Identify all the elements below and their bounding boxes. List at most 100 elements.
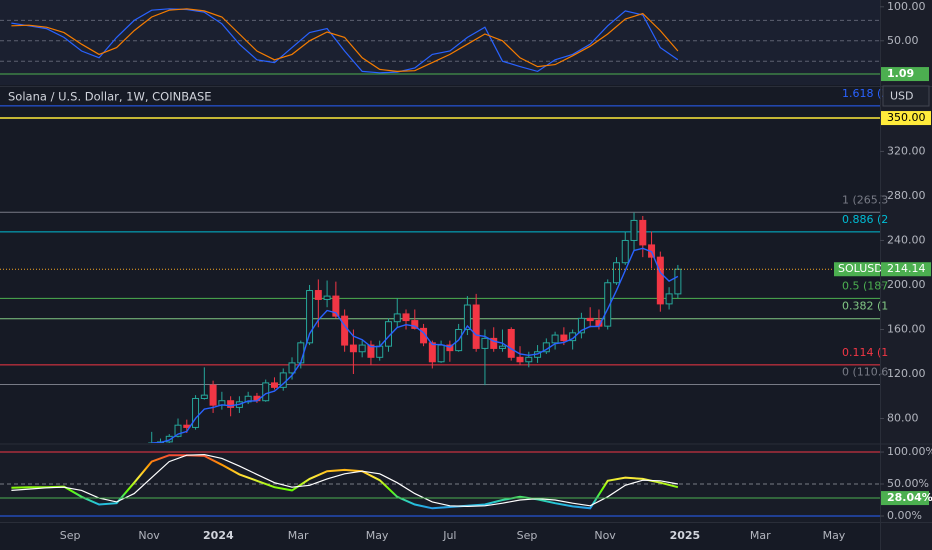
fib-label: 1 (265.3 (842, 193, 888, 206)
y-tick-label: 160.00 (887, 322, 926, 335)
candle-body (262, 382, 270, 402)
y-tick-label: 200.00 (887, 278, 926, 291)
candle-body (507, 328, 515, 358)
candle-body (270, 382, 278, 388)
candle-body (209, 384, 217, 406)
candle-body (332, 295, 340, 317)
y-tick-label: 280.00 (887, 189, 926, 202)
level-label: 350.00 (887, 111, 926, 124)
fib-label: 1.618 (3 (842, 87, 888, 100)
candle-body (621, 239, 629, 264)
candle-body (630, 219, 638, 241)
indicator-line (11, 454, 679, 510)
candle-body (349, 344, 357, 353)
marker-label: 1.09 (887, 67, 914, 80)
candle-body (428, 342, 436, 363)
currency-button[interactable] (882, 85, 930, 107)
candle-body (577, 317, 585, 334)
indicator-line (11, 8, 679, 73)
symbol-title: Solana / U.S. Dollar, 1W, COINBASE (8, 90, 212, 104)
candle-body (674, 268, 682, 295)
currency[interactable]: USD (890, 90, 914, 103)
x-tick-label: 2024 (203, 529, 234, 542)
candle-body (192, 397, 200, 428)
candles (0, 105, 880, 443)
candle-body (402, 313, 410, 322)
candle-body (227, 400, 235, 408)
y-tick-label: 120.00 (887, 367, 926, 380)
candle-body (498, 345, 506, 349)
y-tick-label: 100.00 (887, 0, 926, 13)
fib-label: 0.5 (187 (842, 279, 888, 292)
candle-body (376, 345, 384, 358)
x-tick-label: Sep (60, 529, 81, 542)
y-tick-label: 80.00 (887, 412, 919, 425)
fib-label: 0.886 (2 (842, 213, 888, 226)
candle-body (639, 219, 647, 246)
indicator (0, 8, 880, 74)
candle-body (200, 394, 208, 399)
x-tick-label: May (366, 529, 389, 542)
price-value: 214.14 (887, 262, 926, 275)
y-tick-label: 100.00% (887, 445, 932, 458)
candle-body (174, 424, 182, 437)
candle-body (446, 344, 454, 352)
price-box (881, 262, 931, 277)
y-tick-label: 320.00 (887, 144, 926, 157)
x-tick-label: Mar (288, 529, 309, 542)
main-pane (0, 88, 880, 443)
top-pane (0, 0, 880, 85)
price-name-box (834, 262, 880, 277)
x-tick-label: Nov (594, 529, 616, 542)
candle-body (411, 320, 419, 329)
indicator (0, 451, 880, 517)
candle-body (612, 262, 620, 284)
indicator-line (151, 247, 679, 443)
candle-body (525, 356, 533, 363)
fib-label: 0.114 (1 (842, 346, 888, 359)
level-box (881, 111, 931, 126)
y-tick-label: 0.00% (887, 509, 922, 522)
marker-box (881, 491, 929, 506)
indicator-line (11, 453, 679, 508)
candle-body (437, 344, 445, 363)
candle-body (358, 344, 366, 353)
x-tick-label: 2025 (670, 529, 701, 542)
y-tick-label: 50.00 (887, 34, 919, 47)
candle-body (244, 395, 252, 403)
candle-body (586, 317, 594, 322)
candle-body (323, 295, 331, 300)
candle-body (656, 256, 664, 305)
marker-label: 28.04% (887, 491, 932, 504)
candle-body (604, 282, 612, 327)
price-name: SOLUSD (838, 262, 883, 275)
fib-label: 0 (110.6 (842, 365, 888, 378)
marker-box (881, 67, 929, 82)
x-tick-label: May (823, 529, 846, 542)
candle-body (165, 435, 173, 443)
candle-body (393, 313, 401, 323)
x-tick-label: Nov (138, 529, 160, 542)
y-tick-label: 240.00 (887, 233, 926, 246)
candle-body (367, 344, 375, 358)
candle-body (297, 342, 305, 364)
candle-body (288, 362, 296, 374)
candle-body (551, 334, 559, 344)
y-tick-label: 50.00% (887, 477, 929, 490)
candle-body (472, 304, 480, 349)
candle-body (560, 334, 568, 342)
x-tick-label: Mar (750, 529, 771, 542)
candle-body (516, 356, 524, 363)
candle-body (463, 304, 471, 330)
candle-body (481, 337, 489, 349)
candle-body (341, 315, 349, 346)
candle-body (306, 290, 314, 344)
candle-body (665, 293, 673, 305)
candle-body (314, 290, 322, 300)
indicator-line (11, 8, 679, 74)
fib-label: 0.382 (1 (842, 300, 888, 313)
x-tick-label: Sep (517, 529, 538, 542)
candle-body (490, 337, 498, 349)
